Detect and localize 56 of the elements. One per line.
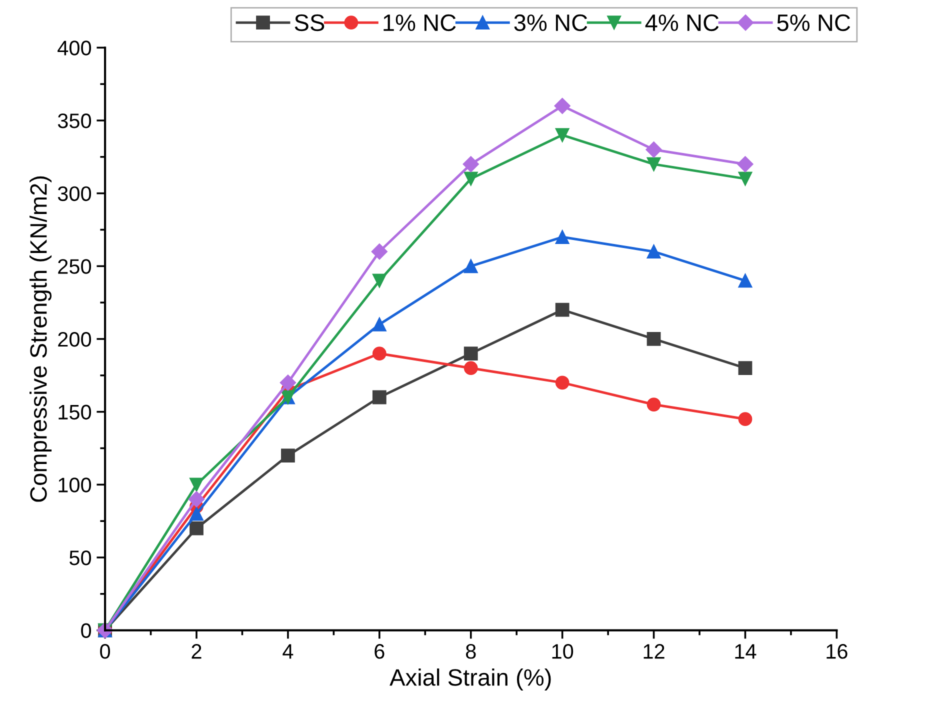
x-tick-label: 2 — [192, 644, 202, 659]
legend-label: 4% NC — [645, 14, 719, 32]
legend-label: 1% NC — [384, 14, 456, 32]
point — [555, 302, 570, 317]
x-tick-label: 4 — [282, 644, 294, 659]
point — [738, 274, 752, 288]
point — [190, 506, 204, 521]
point — [646, 244, 661, 259]
y-tick-label: 0 — [81, 623, 92, 638]
point — [280, 374, 296, 391]
point — [371, 244, 388, 260]
point — [738, 172, 752, 186]
point — [464, 259, 478, 274]
point — [464, 346, 478, 360]
point — [554, 98, 570, 114]
point — [737, 156, 754, 172]
point — [190, 478, 204, 492]
x-axis-title: Axial Strain (%) — [390, 668, 551, 690]
y-tick-label: 150 — [58, 404, 92, 420]
x-tick-label: 16 — [826, 644, 848, 659]
point — [555, 376, 570, 390]
point — [462, 156, 479, 172]
x-tick-label: 10 — [552, 644, 574, 659]
point — [646, 157, 661, 172]
legend-label: 3% NC — [514, 14, 588, 32]
legend-label: SS — [294, 14, 324, 32]
x-tick-label: 6 — [374, 644, 384, 659]
point — [464, 361, 478, 376]
point — [646, 142, 662, 158]
y-tick-label: 400 — [58, 40, 92, 56]
x-tick-label: 8 — [466, 644, 476, 659]
point — [372, 346, 386, 360]
point — [464, 172, 478, 186]
legend-label: 5% NC — [777, 14, 850, 32]
point — [190, 521, 204, 536]
y-tick-label: 350 — [58, 113, 92, 128]
point — [646, 332, 661, 346]
y-tick-label: 250 — [58, 259, 92, 274]
y-tick-label: 50 — [70, 550, 92, 566]
point — [555, 128, 570, 142]
y-axis-title: Compressive Strength (KN/m2) — [30, 176, 52, 502]
point — [646, 398, 661, 412]
point — [372, 390, 386, 404]
point — [738, 361, 752, 376]
x-tick-label: 14 — [735, 644, 756, 659]
point — [188, 491, 205, 508]
point — [281, 448, 295, 462]
y-tick-label: 100 — [58, 478, 92, 492]
x-tick-label: 0 — [100, 644, 110, 659]
y-tick-label: 300 — [58, 186, 92, 202]
point — [372, 274, 386, 288]
y-tick-label: 200 — [58, 332, 92, 347]
x-tick-label: 12 — [644, 644, 664, 659]
point — [555, 230, 570, 244]
point — [372, 317, 386, 332]
point — [738, 412, 752, 426]
